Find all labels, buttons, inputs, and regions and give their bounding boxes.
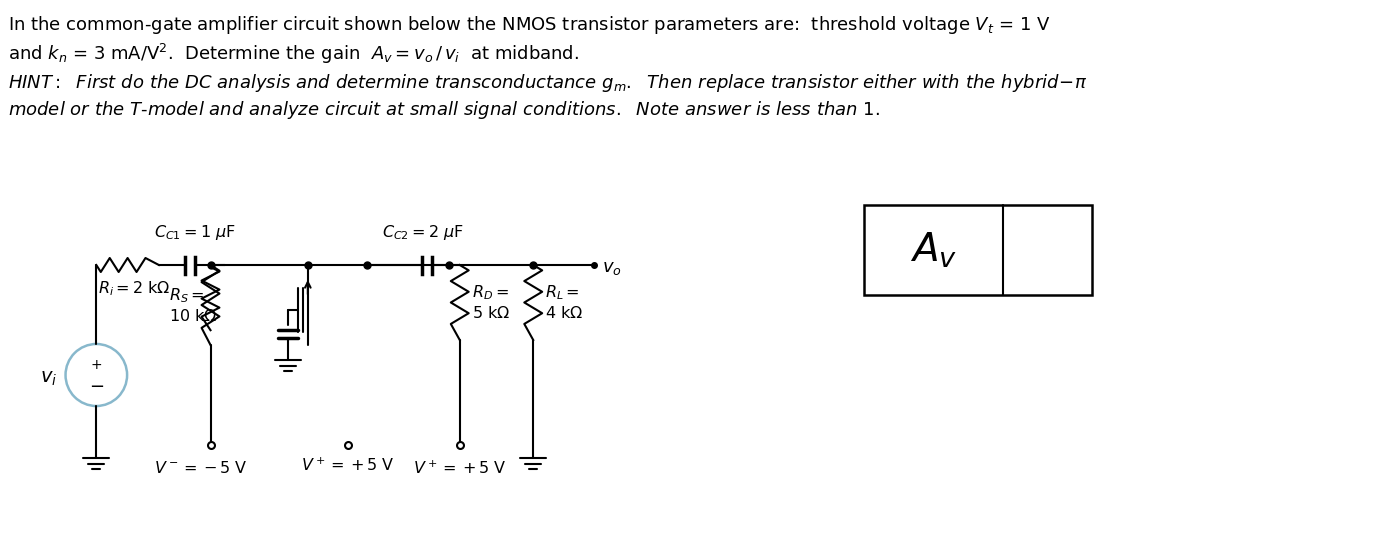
Text: $V^- = -5\ \mathrm{V}$: $V^- = -5\ \mathrm{V}$: [154, 460, 247, 476]
Text: $R_S =$
$10\ \mathrm{k\Omega}$: $R_S =$ $10\ \mathrm{k\Omega}$: [169, 287, 218, 324]
Text: $A_v$: $A_v$: [911, 230, 956, 270]
Text: $\it{HINT:}$  $\it{First\ do\ the\ DC\ analysis\ and\ determine\ transconductanc: $\it{HINT:}$ $\it{First\ do\ the\ DC\ an…: [8, 72, 1087, 94]
Text: $V^+ = +5\ \mathrm{V}$: $V^+ = +5\ \mathrm{V}$: [301, 457, 394, 475]
Text: −: −: [89, 378, 104, 396]
Text: $C_{C1} = 1\ \mu\mathrm{F}$: $C_{C1} = 1\ \mu\mathrm{F}$: [154, 224, 236, 243]
Text: In the common-gate amplifier circuit shown below the NMOS transistor parameters : In the common-gate amplifier circuit sho…: [8, 14, 1051, 36]
Text: $R_L =$
$4\ \mathrm{k\Omega}$: $R_L =$ $4\ \mathrm{k\Omega}$: [545, 283, 583, 321]
Text: $C_{C2} = 2\ \mu\mathrm{F}$: $C_{C2} = 2\ \mu\mathrm{F}$: [382, 224, 465, 243]
Text: $V^+ = +5\ \mathrm{V}$: $V^+ = +5\ \mathrm{V}$: [412, 460, 507, 477]
Text: $v_i$: $v_i$: [40, 368, 57, 387]
Text: $R_D =$
$5\ \mathrm{k\Omega}$: $R_D =$ $5\ \mathrm{k\Omega}$: [472, 283, 509, 321]
Text: +: +: [90, 358, 103, 372]
Text: $R_i = 2\ \mathrm{k\Omega}$: $R_i = 2\ \mathrm{k\Omega}$: [99, 279, 171, 298]
Text: $v_o$: $v_o$: [602, 259, 622, 277]
Text: and $k_n$ = 3 mA/V$^2$.  Determine the gain  $A_v = v_o\,/\,v_i$  at midband.: and $k_n$ = 3 mA/V$^2$. Determine the ga…: [8, 42, 579, 66]
Bar: [863, 205, 1092, 295]
Text: $\it{model\ or\ the\ T\text{-}model\ and\ analyze\ circuit\ at\ small\ signal\ c: $\it{model\ or\ the\ T\text{-}model\ and…: [8, 99, 880, 121]
